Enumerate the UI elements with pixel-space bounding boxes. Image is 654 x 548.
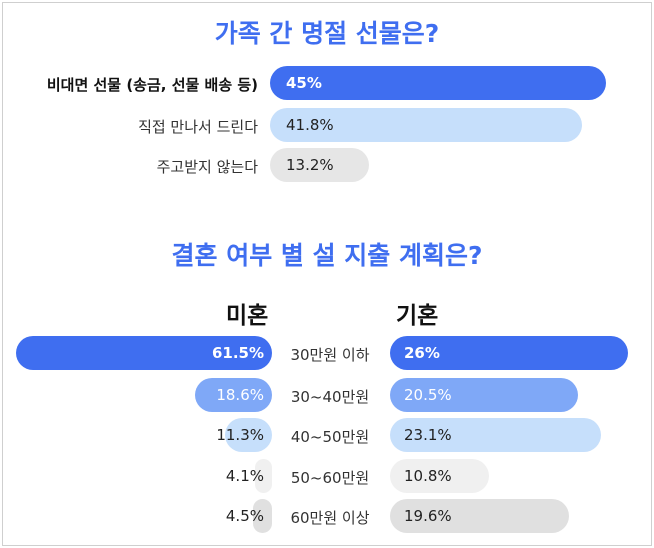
- chart-1-value-label: 13.2%: [286, 156, 334, 174]
- chart-2-value-married: 10.8%: [404, 467, 452, 485]
- chart-2-value-single: 11.3%: [216, 426, 264, 444]
- chart-2-bar-single: [194, 378, 272, 412]
- chart-1-title: 가족 간 명절 선물은?: [214, 19, 440, 48]
- chart-2-bar-married: [390, 499, 570, 533]
- chart-2-category-label: 50~60만원: [290, 469, 370, 487]
- chart-2-category-label: 30~40만원: [290, 388, 370, 406]
- chart-2-value-single: 4.1%: [225, 467, 264, 485]
- chart-2-value-married: 23.1%: [404, 426, 452, 444]
- chart-2-bar-single: [253, 499, 272, 533]
- chart-2-bar-single: [254, 459, 272, 493]
- chart-2-bar-single: [16, 336, 272, 370]
- chart-2-title: 결혼 여부 별 설 지출 계획은?: [171, 241, 483, 270]
- chart-2-bar-married: [390, 378, 578, 412]
- chart-1-category-label: 직접 만나서 드린다: [138, 118, 258, 136]
- chart-2-category-label: 30만원 이하: [290, 346, 370, 364]
- chart-2-value-single: 61.5%: [211, 344, 264, 362]
- series-label-single: 미혼: [226, 303, 269, 329]
- chart-1-value-label: 45%: [286, 74, 322, 92]
- chart-2-value-married: 20.5%: [404, 386, 452, 404]
- chart-1-bar: [270, 66, 606, 100]
- chart-2-category-label: 40~50만원: [290, 428, 370, 446]
- chart-2-bar-single: [224, 418, 272, 452]
- chart-2-category-label: 60만원 이상: [290, 509, 370, 527]
- chart-2-value-single: 4.5%: [225, 507, 264, 525]
- chart-2-value-single: 18.6%: [216, 386, 264, 404]
- chart-1-value-label: 41.8%: [286, 116, 334, 134]
- chart-2-bar-married: [390, 336, 628, 370]
- chart-1-category-label: 비대면 선물 (송금, 선물 배송 등): [46, 76, 258, 94]
- chart-2-value-married: 26%: [404, 344, 440, 362]
- series-label-married: 기혼: [396, 303, 439, 329]
- chart-2-value-married: 19.6%: [404, 507, 452, 525]
- chart-2-bar-married: [390, 418, 602, 452]
- chart-2-bar-married: [390, 459, 489, 493]
- chart-1-bar: [270, 108, 583, 142]
- chart-1-category-label: 주고받지 않는다: [156, 158, 258, 176]
- chart-1-bar: [270, 148, 369, 182]
